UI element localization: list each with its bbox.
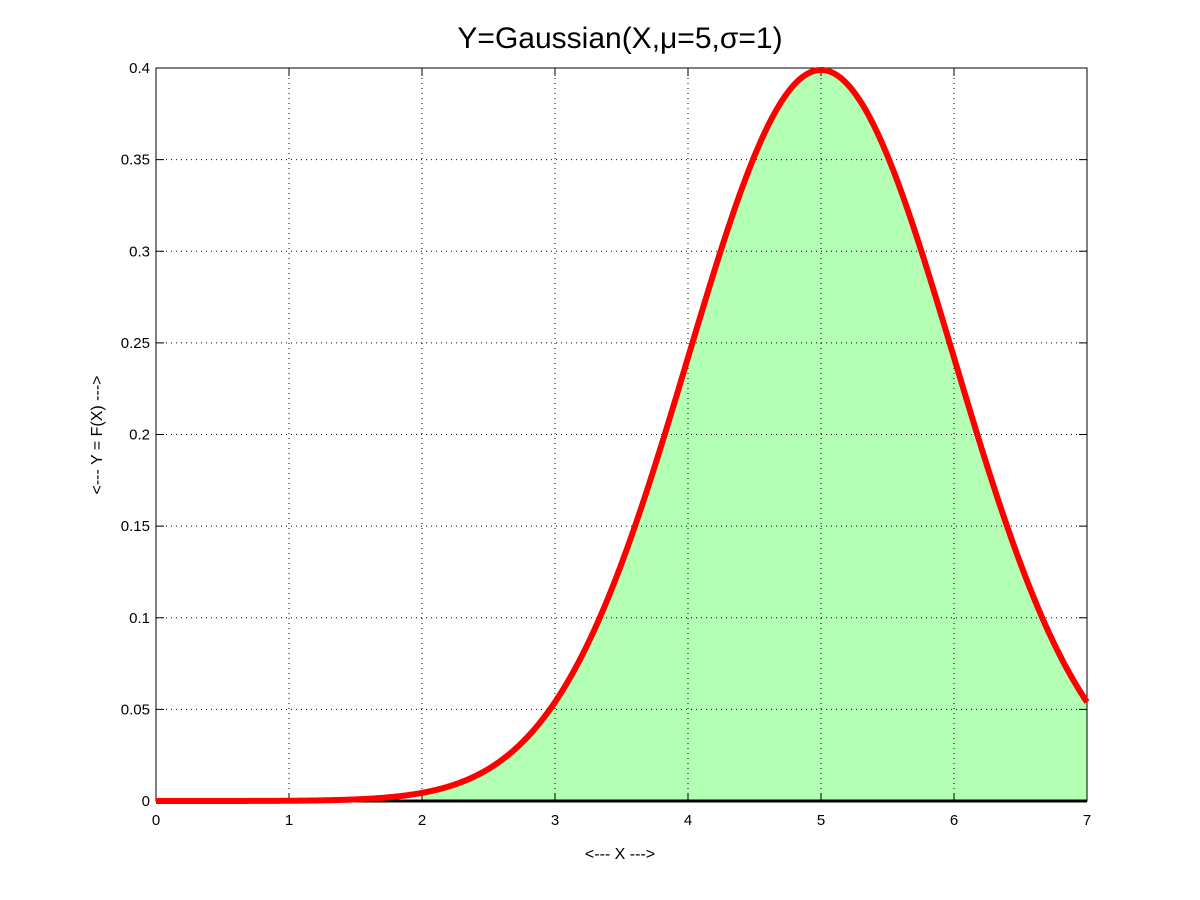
x-tick-label: 2 [418, 812, 426, 829]
y-tick-label: 0.15 [121, 518, 150, 535]
x-tick-label: 5 [817, 812, 825, 829]
plot-area: 0 1 2 3 4 5 6 7 0 0.05 0.1 0.15 0.2 0.25 0.3 0.35 0.4 [121, 60, 1091, 829]
y-axis-label: <--- Y = F(X) ---> [89, 376, 106, 495]
x-tick-label: 6 [950, 812, 958, 829]
x-tick-label: 1 [285, 812, 293, 829]
y-tick-label: 0.25 [121, 335, 150, 352]
chart-title: Y=Gaussian(X,μ=5,σ=1) [457, 22, 782, 55]
y-tick-label: 0.2 [129, 427, 150, 444]
y-tick-label: 0.4 [129, 60, 150, 77]
y-tick-label: 0 [142, 793, 150, 810]
x-axis-label: <--- X ---> [585, 846, 655, 863]
x-tick-label: 7 [1083, 812, 1091, 829]
gaussian-curve [154, 66, 1090, 804]
y-tick-label: 0.35 [121, 152, 150, 169]
x-tick-label: 3 [551, 812, 559, 829]
y-tick-label: 0.05 [121, 701, 150, 718]
x-tick-label: 4 [684, 812, 692, 829]
y-tick-label: 0.1 [129, 610, 150, 627]
y-tick-label: 0.3 [129, 243, 150, 260]
x-tick-label: 0 [152, 812, 160, 829]
